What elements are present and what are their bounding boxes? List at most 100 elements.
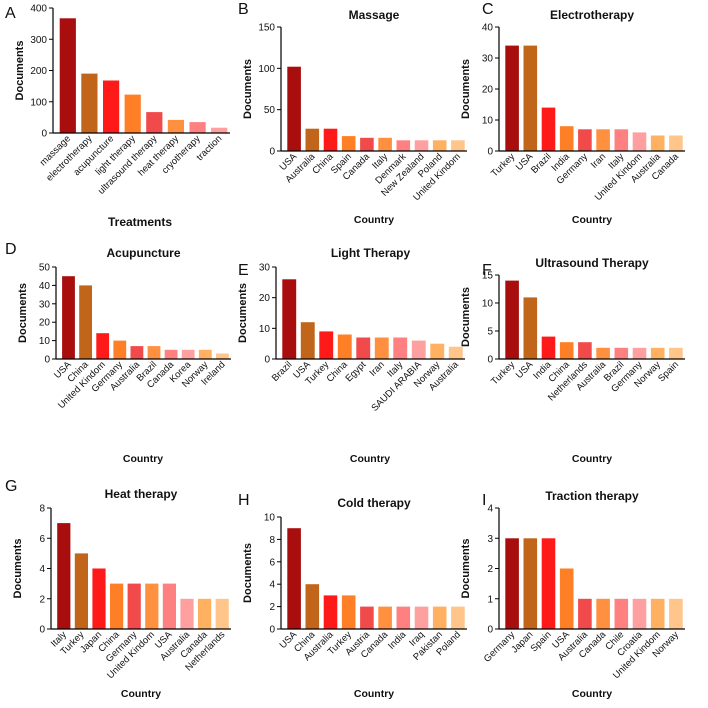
chart-title: Heat therapy <box>105 487 178 501</box>
y-tick-label: 2 <box>39 594 45 605</box>
y-tick-label: 150 <box>258 23 275 34</box>
chart-panel-h: H Cold therapy0246810USAChinaAustraliaTur… <box>238 492 467 700</box>
y-axis-label: Documents <box>14 41 26 101</box>
y-tick-label: 2 <box>487 564 493 575</box>
y-axis-label: Documents <box>237 283 249 343</box>
bar <box>596 598 610 630</box>
bar <box>341 595 356 629</box>
y-tick-label: 4 <box>39 564 45 575</box>
bar <box>319 331 334 359</box>
bar <box>360 606 374 629</box>
y-tick-label: 400 <box>30 4 47 15</box>
y-tick-label: 40 <box>482 23 494 34</box>
y-tick-label: 300 <box>30 35 47 46</box>
bar <box>162 583 176 629</box>
bar <box>59 18 76 133</box>
bar <box>216 353 229 359</box>
bar <box>198 598 212 630</box>
bar <box>650 347 665 359</box>
y-tick-label: 6 <box>269 557 275 568</box>
bar <box>559 126 574 151</box>
x-axis-label: Treatments <box>108 215 172 229</box>
chart-title: Electrotherapy <box>550 8 634 22</box>
bar <box>669 135 683 151</box>
bar <box>451 606 465 629</box>
bar <box>167 119 184 133</box>
bar <box>323 595 338 629</box>
chart-title: Massage <box>349 8 400 22</box>
bar <box>147 346 161 359</box>
chart-panel-a: A0100200300400massageelectrotherapyacupu… <box>5 4 230 229</box>
panel-letter: F <box>482 262 492 279</box>
y-tick-label: 10 <box>482 116 494 127</box>
y-tick-label: 15 <box>482 271 494 282</box>
y-tick-label: 30 <box>259 263 271 274</box>
panel-letter: C <box>482 1 494 18</box>
bar <box>341 136 356 151</box>
bar <box>323 128 338 151</box>
y-tick-label: 40 <box>39 281 51 292</box>
bar <box>127 583 141 629</box>
bar <box>523 538 538 630</box>
bar <box>669 598 683 630</box>
bar <box>300 322 315 359</box>
y-tick-label: 0 <box>487 625 493 636</box>
bar <box>146 112 163 133</box>
x-axis-label: Country <box>572 453 612 465</box>
bar <box>96 333 110 359</box>
bar <box>559 342 574 359</box>
x-axis-label: Country <box>572 688 612 700</box>
y-tick-label: 10 <box>482 299 494 310</box>
panel-letter: I <box>482 492 486 509</box>
y-tick-label: 20 <box>39 318 51 329</box>
bar <box>432 606 447 629</box>
bar <box>378 137 392 151</box>
bar <box>287 66 301 151</box>
bar <box>578 342 592 359</box>
bar <box>103 80 120 133</box>
bar <box>215 598 229 630</box>
bar <box>523 297 538 359</box>
bar <box>305 584 320 629</box>
x-axis-label: Country <box>572 214 612 226</box>
chart-title: Ultrasound Therapy <box>535 256 649 270</box>
chart-title: Traction therapy <box>545 489 639 503</box>
bar <box>180 598 194 630</box>
y-tick-label: 8 <box>39 504 45 515</box>
chart-panel-f: F Ultrasound Therapy051015TurkeyUSAIndiaC… <box>460 256 685 465</box>
y-tick-label: 0 <box>487 147 493 158</box>
bar <box>432 140 447 151</box>
y-axis-label: Documents <box>17 283 29 343</box>
x-tick-label: Egypt <box>343 359 368 384</box>
y-tick-label: 100 <box>30 97 47 108</box>
bar <box>559 568 574 629</box>
bar <box>79 285 92 359</box>
y-axis-label: Documents <box>242 543 254 603</box>
bar <box>164 349 178 359</box>
y-tick-label: 8 <box>269 535 275 546</box>
y-tick-label: 0 <box>269 147 275 158</box>
x-tick-label: Iran <box>589 151 608 170</box>
bar <box>650 598 665 630</box>
bar <box>211 127 228 133</box>
chart-title: Cold therapy <box>337 496 411 510</box>
chart-title: Light Therapy <box>331 246 411 260</box>
bar <box>614 598 629 630</box>
x-tick-label: Brazil <box>529 151 554 176</box>
bar <box>632 132 647 151</box>
bar <box>124 94 141 133</box>
y-tick-label: 6 <box>39 534 45 545</box>
y-tick-label: 2 <box>269 602 275 613</box>
bar <box>451 140 465 151</box>
y-tick-label: 0 <box>39 625 45 636</box>
y-tick-label: 5 <box>487 327 493 338</box>
y-tick-label: 0 <box>269 625 275 636</box>
bar <box>181 349 195 359</box>
bar <box>632 598 647 630</box>
bar <box>669 347 683 359</box>
y-tick-label: 100 <box>258 64 275 75</box>
y-tick-label: 0 <box>44 355 50 366</box>
bar <box>596 129 610 151</box>
y-tick-label: 200 <box>30 66 47 77</box>
y-axis-label: Documents <box>242 59 254 119</box>
